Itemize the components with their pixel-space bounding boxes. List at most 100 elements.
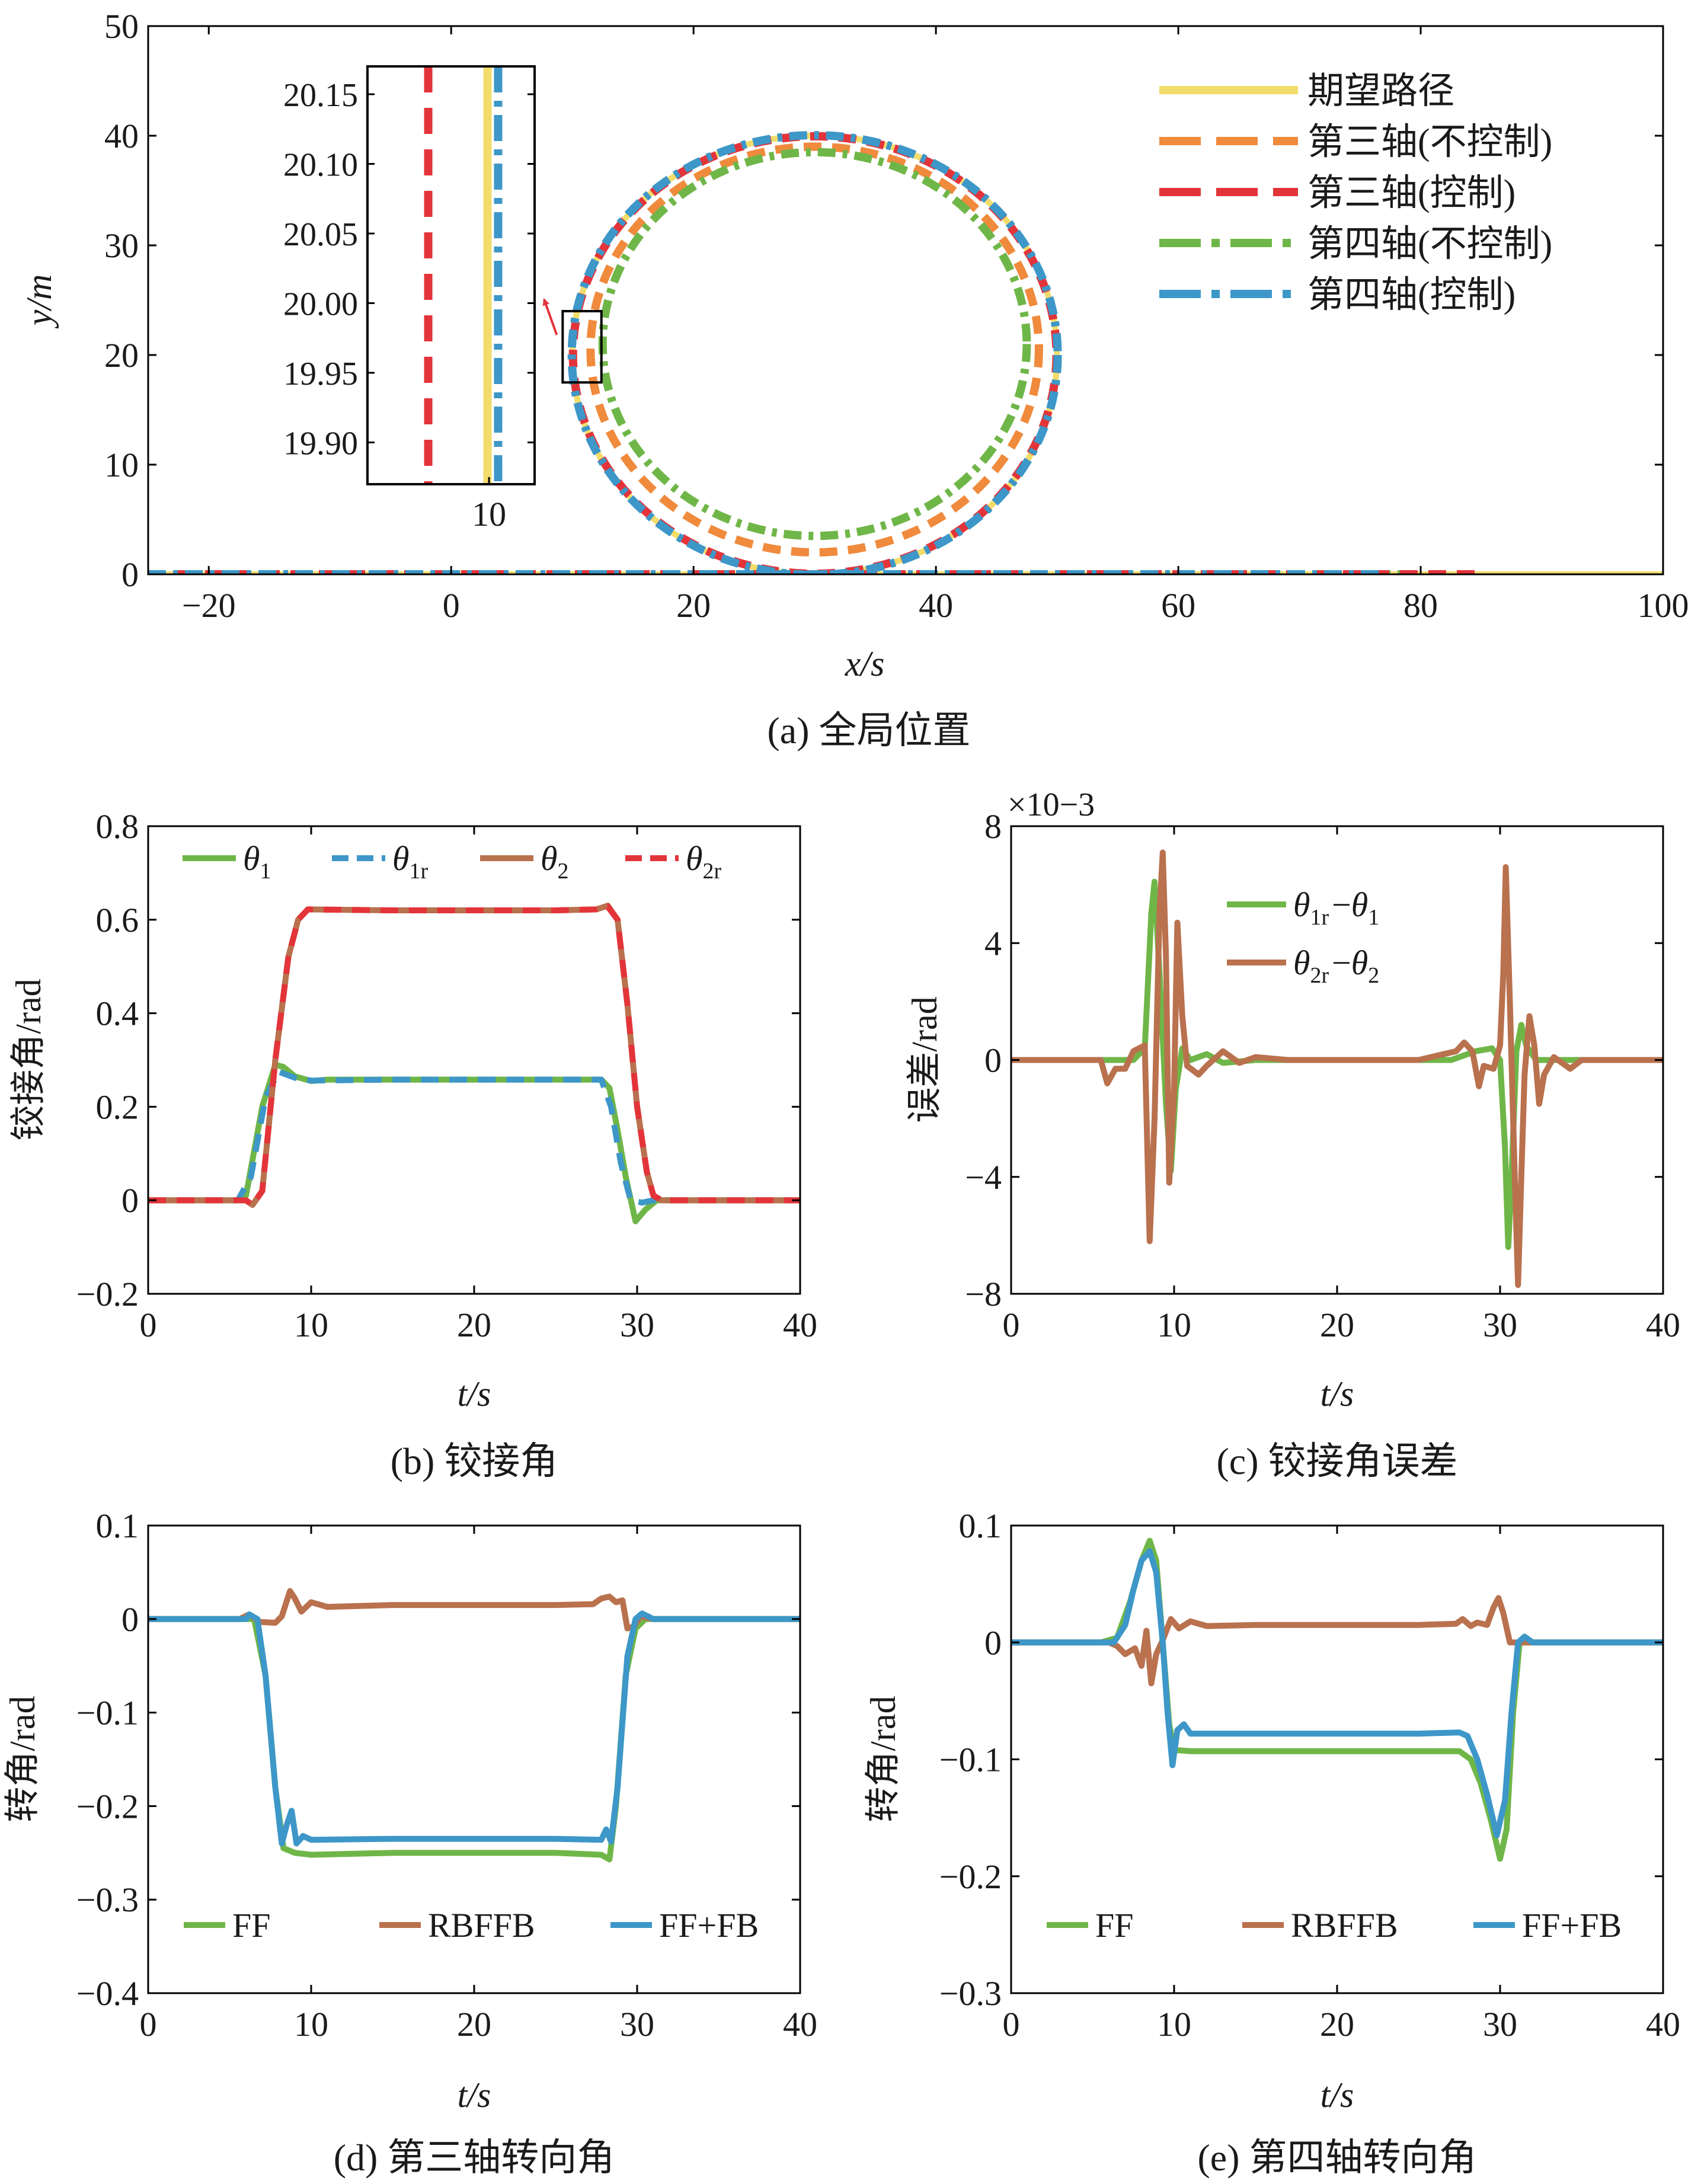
e-caption: (e) 第四轴转向角 [1197,2137,1476,2179]
d-legend: FF RBFFB FF+FB [184,1906,759,1945]
d-ticks: 0 10 20 30 40 −0.4 −0.3 −0.2 −0.1 0 0.1 [76,1507,817,2044]
a-ytick-label: 0 [122,555,139,594]
b-legend-label-1: θ1r [392,839,431,884]
a-loop-4 [567,131,1062,574]
b-ytick-label: 0.8 [96,807,139,846]
d-ytick-label: −0.4 [76,1974,139,2013]
d-ytick-label: −0.3 [76,1881,139,1919]
a-ticks: −20 0 20 40 60 80 100 0 10 20 30 40 50 [104,7,1689,625]
a-zoom-arrow [542,298,558,335]
b-ytick-label: 0 [122,1181,139,1220]
e-legend-label-2: FF+FB [1522,1906,1622,1945]
b-xtick-label: 10 [294,1306,328,1344]
a-zoom-box [561,310,603,384]
a-inset-box [366,65,536,485]
a-ytick-label: 20 [104,336,139,375]
a-inset-background [367,66,535,484]
a-ytick-label: 50 [104,7,139,46]
b-legend-label-3: θ2r [686,839,724,884]
b-ylabel: 铰接角/rad [9,979,48,1140]
c-ylabel: 误差/rad [905,996,944,1123]
c-xlabel: t/s [1320,1374,1354,1414]
c-ytick-label: −4 [965,1158,1002,1197]
b-caption: (b) 铰接角 [391,1440,558,1482]
d-xtick-label: 10 [294,2005,328,2044]
a-inset: 19.90 19.95 20.00 20.05 20.10 20.15 10 [283,65,536,533]
d-legend-label-2: FF+FB [659,1906,759,1945]
a-inset-ytick-label: 20.10 [283,147,358,184]
b-xtick-label: 0 [140,1306,157,1344]
a-legend-label-1: 第三轴(不控制) [1307,122,1552,162]
e-legend: FF RBFFB FF+FB [1047,1906,1622,1945]
e-ytick-label: 0.1 [959,1507,1002,1545]
e-ytick-label: −0.2 [939,1857,1002,1896]
a-inset-lines [424,66,503,484]
a-xtick-label: 60 [1161,586,1195,625]
panel-c: 0 10 20 30 40 −8 −4 0 4 8 θ1r −θ1 θ2r −θ2 ×10−3 t… [905,786,1680,1482]
panel-a: −20 0 20 40 60 80 100 0 10 20 30 40 50 x/s y/m (a) 全… [20,7,1689,752]
b-axes-box [147,825,801,1295]
d-ylabel: 转角/rad [3,1696,42,1822]
a-inset-ytick-label: 20.05 [283,216,358,253]
a-loop-3 [598,148,1031,541]
e-xtick-label: 0 [1003,2005,1020,2044]
e-series-1 [1011,1595,1663,1687]
a-inset-ytick-label: 20.15 [283,77,358,114]
a-xtick-label: 20 [676,586,711,625]
e-ylabel: 转角/rad [864,1696,903,1822]
a-inset-ytick-label: 19.90 [283,426,358,462]
a-xlabel: x/s [845,644,885,683]
a-legend-label-3: 第四轴(不控制) [1307,224,1552,264]
e-xtick-label: 20 [1320,2005,1354,2044]
e-series-2 [1011,1548,1663,1838]
a-inset-ytick-label: 19.95 [283,356,358,392]
b-series-3 [148,903,800,1208]
b-ticks: 0 10 20 30 40−0.200.20.40.60.8 [76,807,817,1344]
c-xtick-label: 10 [1157,1306,1191,1344]
a-ytick-label: 10 [104,446,139,484]
d-series-2 [148,1610,800,1847]
b-xtick-label: 40 [783,1306,817,1344]
panel-d: 0 10 20 30 40 −0.4 −0.3 −0.2 −0.1 0 0.1 FF RBFFB FF+… [3,1507,817,2179]
c-ytick-label: 4 [984,924,1002,963]
a-legend-label-0: 期望路径 [1307,71,1454,111]
b-series-2 [148,903,800,1208]
e-plot-lines [1011,1537,1663,1862]
b-xlabel: t/s [458,1374,491,1414]
d-xtick-label: 40 [783,2005,817,2044]
a-ylabel: y/m [20,274,59,330]
e-ticks: 0 10 20 30 40 −0.3 −0.2 −0.1 0 0.1 [939,1507,1680,2044]
e-xtick-label: 40 [1646,2005,1680,2044]
c-xtick-label: 20 [1320,1306,1354,1344]
d-xlabel: t/s [458,2076,491,2115]
e-ytick-label: −0.1 [939,1741,1002,1779]
d-xtick-label: 0 [140,2005,157,2044]
e-xtick-label: 30 [1483,2005,1517,2044]
panel-b: 0 10 20 30 40−0.200.20.40.60.8 θ1 θ1r θ2 θ2r… [9,807,817,1482]
d-caption: (d) 第三轴转向角 [334,2137,615,2179]
c-ticks: 0 10 20 30 40 −8 −4 0 4 8 [965,807,1680,1344]
e-legend-label-1: RBFFB [1291,1906,1398,1945]
c-legend-label-1: θ2r −θ2 [1293,944,1382,988]
a-xtick-label: −20 [182,586,236,625]
a-plot-lines [148,131,1663,574]
d-ytick-label: 0.1 [96,1507,139,1545]
c-xtick-label: 30 [1483,1306,1517,1344]
c-series-1 [1011,849,1663,1288]
d-plot-lines [148,1588,800,1863]
c-ytick-label: 8 [984,807,1002,846]
c-ytick-label: −8 [965,1275,1002,1313]
a-ytick-label: 40 [104,117,139,155]
d-legend-label-0: FF [232,1906,271,1945]
c-xtick-label: 0 [1003,1306,1020,1344]
b-xtick-label: 20 [457,1306,491,1344]
a-inset-ytick-label: 20.00 [283,286,358,323]
d-ytick-label: −0.1 [76,1694,139,1732]
b-ytick-label: 0.6 [96,901,139,939]
b-legend-label-0: θ1 [243,839,274,884]
d-legend-label-1: RBFFB [428,1906,535,1945]
e-legend-label-0: FF [1095,1906,1134,1945]
b-ytick-label: 0.4 [96,995,139,1033]
d-ytick-label: −0.2 [76,1787,139,1825]
